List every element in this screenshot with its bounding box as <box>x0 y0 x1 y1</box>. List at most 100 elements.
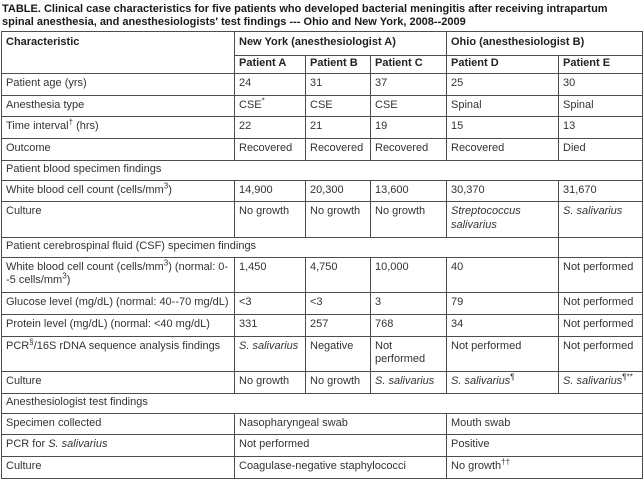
table-body: Patient age (yrs) 24 31 37 25 30 Anesthesia ty… <box>0 72 643 479</box>
table-row: Outcome Recovered Recovered Recovered Recove… <box>1 138 643 161</box>
row-label: Anesthesia type <box>1 94 235 118</box>
value-cell: 14,900 <box>234 179 306 203</box>
row-label: White blood cell count (cells/mm3) (norm… <box>1 256 235 294</box>
value-cell: CSE* <box>234 94 306 118</box>
row-label: PCR§/16S rDNA sequence analysis findings <box>1 335 235 373</box>
row-label: Outcome <box>1 138 235 161</box>
value-cell: <3 <box>305 292 371 315</box>
section-label: Anesthesiologist test findings <box>0 392 643 414</box>
table-row: Specimen collected Nasopharyngeal swab Mou… <box>1 412 643 436</box>
characteristic-header: Characteristic <box>1 31 235 74</box>
value-cell: Nasopharyngeal swab <box>234 412 447 436</box>
row-label: Culture <box>1 371 235 394</box>
column-header-patient-b: Patient B <box>305 55 371 74</box>
table-row: Glucose level (mg/dL) (normal: 40--70 mg… <box>1 292 643 315</box>
patient-header-row: Patient A Patient B Patient C Patient D … <box>2 55 643 74</box>
table-row: Time interval† (hrs) 22 21 19 15 13 <box>1 116 643 140</box>
value-cell: S. salivarius <box>234 335 306 373</box>
table-row: Anesthesia type CSE* CSE CSE Spinal Spinal <box>1 94 643 118</box>
row-label: PCR for S. salivarius <box>1 434 235 458</box>
value-cell: Spinal <box>446 94 559 118</box>
value-cell: Recovered <box>234 138 306 161</box>
section-row: Patient cerebrospinal fluid (CSF) specim… <box>1 236 643 258</box>
row-label: Specimen collected <box>1 412 235 436</box>
value-cell: 24 <box>234 72 306 96</box>
value-cell: Not performed <box>557 313 643 337</box>
value-cell: 22 <box>234 116 306 140</box>
table-row: Culture No growth No growth S. salivarius S.… <box>1 371 643 394</box>
value-cell: 40 <box>446 256 559 294</box>
row-label: Glucose level (mg/dL) (normal: 40--70 mg… <box>1 292 235 315</box>
value-cell: Died <box>557 138 643 161</box>
value-cell: 31,670 <box>557 179 643 203</box>
value-cell: 25 <box>446 72 559 96</box>
value-cell: Spinal <box>557 94 643 118</box>
value-cell: Streptococcus salivarius <box>446 201 559 238</box>
value-cell: Not performed <box>557 292 643 315</box>
value-cell: 13 <box>557 116 643 140</box>
value-cell: Negative <box>305 335 371 373</box>
value-cell: S. salivarius <box>370 371 447 394</box>
row-label: Patient age (yrs) <box>1 72 235 96</box>
value-cell: 1,450 <box>234 256 306 294</box>
table-row: PCR for S. salivarius Not performed Positi… <box>1 434 643 458</box>
value-cell: Not performed <box>234 434 447 458</box>
value-cell: Not performed <box>557 335 643 373</box>
section-row: Anesthesiologist test findings <box>0 392 643 414</box>
value-cell: No growth <box>305 371 371 394</box>
value-cell: No growth <box>370 201 447 238</box>
row-label: Culture <box>1 201 235 238</box>
row-label: Time interval† (hrs) <box>1 116 235 140</box>
table-row: PCR§/16S rDNA sequence analysis findings… <box>1 335 643 373</box>
column-header-patient-d: Patient D <box>446 55 559 74</box>
table-row: Culture Coagulase-negative staphylococci N… <box>1 456 643 479</box>
section-label: Patient cerebrospinal fluid (CSF) specim… <box>1 236 559 258</box>
value-cell: No growth <box>234 201 306 238</box>
group-header-ohio: Ohio (anesthesiologist B) <box>445 31 643 57</box>
table-row: Protein level (mg/dL) (normal: <40 mg/dL… <box>1 313 643 337</box>
value-cell: 19 <box>370 116 447 140</box>
group-header-new-york: New York (anesthesiologist A) <box>234 31 447 57</box>
value-cell: Positive <box>445 434 643 458</box>
value-cell: 21 <box>305 116 371 140</box>
value-cell: 31 <box>305 72 371 96</box>
value-cell: 79 <box>446 292 559 315</box>
section-empty-cell <box>557 236 643 258</box>
value-cell: 30 <box>557 72 643 96</box>
value-cell: 10,000 <box>370 256 447 294</box>
section-row: Patient blood specimen findings <box>0 159 643 181</box>
section-label: Patient blood specimen findings <box>0 159 643 181</box>
value-cell: 20,300 <box>305 179 371 203</box>
value-cell: Recovered <box>305 138 371 161</box>
row-label: Culture <box>1 456 235 479</box>
value-cell: 257 <box>305 313 371 337</box>
column-header-patient-c: Patient C <box>370 55 447 74</box>
value-cell: Mouth swab <box>445 412 643 436</box>
table-row: Culture No growth No growth No growth Strept… <box>1 201 643 238</box>
value-cell: 768 <box>370 313 447 337</box>
value-cell: No growth†† <box>445 456 643 479</box>
value-cell: CSE <box>370 94 447 118</box>
value-cell: 3 <box>370 292 447 315</box>
value-cell: 34 <box>446 313 559 337</box>
value-cell: S. salivarius¶ <box>446 371 559 394</box>
column-header-patient-e: Patient E <box>557 55 643 74</box>
value-cell: 13,600 <box>370 179 447 203</box>
value-cell: 37 <box>370 72 447 96</box>
value-cell: No growth <box>305 201 371 238</box>
value-cell: Not performed <box>557 256 643 294</box>
value-cell: 30,370 <box>446 179 559 203</box>
value-cell: <3 <box>234 292 306 315</box>
value-cell: Coagulase-negative staphylococci <box>234 456 447 479</box>
row-label: Protein level (mg/dL) (normal: <40 mg/dL… <box>1 313 235 337</box>
table-row: Patient age (yrs) 24 31 37 25 30 <box>1 72 643 96</box>
table-row: White blood cell count (cells/mm3) (norm… <box>1 256 643 294</box>
value-cell: 15 <box>446 116 559 140</box>
value-cell: Not performed <box>370 335 447 373</box>
value-cell: S. salivarius¶** <box>557 371 643 394</box>
row-label: White blood cell count (cells/mm3) <box>1 179 235 203</box>
value-cell: Recovered <box>446 138 559 161</box>
group-header-row: Characteristic New York (anesthesiologis… <box>1 31 643 74</box>
clinical-case-table: Characteristic New York (anesthesiologis… <box>0 31 643 479</box>
